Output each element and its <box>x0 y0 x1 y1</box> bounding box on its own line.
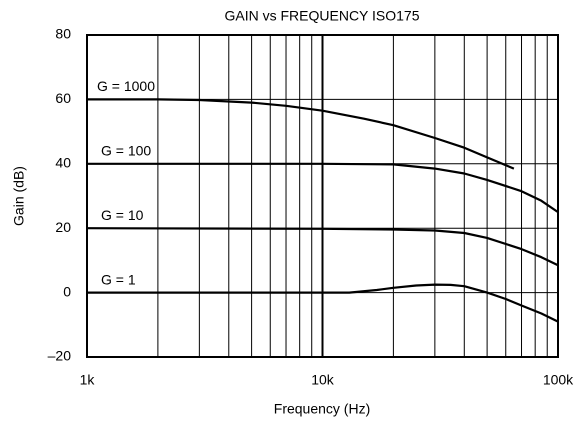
series-label: G = 10 <box>101 207 144 223</box>
y-tick-label: 0 <box>63 283 71 299</box>
x-axis-label: Frequency (Hz) <box>274 401 370 417</box>
series-label: G = 100 <box>101 143 151 159</box>
x-tick-label: 100k <box>543 372 574 388</box>
series-line <box>87 283 559 323</box>
y-tick-label: –20 <box>48 348 72 364</box>
x-tick-label: 10k <box>311 372 335 388</box>
chart-title: GAIN vs FREQUENCY ISO175 <box>224 8 419 24</box>
plot-frame <box>86 34 559 358</box>
series-line <box>87 98 515 170</box>
series-line <box>87 162 559 214</box>
y-tick-label: 60 <box>55 90 71 106</box>
y-tick-label: 20 <box>55 219 71 235</box>
x-tick-label: 1k <box>80 372 96 388</box>
series-label: G = 1000 <box>97 78 155 94</box>
series-line <box>86 227 559 267</box>
y-tick-label: 40 <box>55 155 71 171</box>
y-axis-label: Gain (dB) <box>11 166 27 226</box>
y-tick-label: 80 <box>55 26 71 42</box>
series-label: G = 1 <box>101 271 136 287</box>
